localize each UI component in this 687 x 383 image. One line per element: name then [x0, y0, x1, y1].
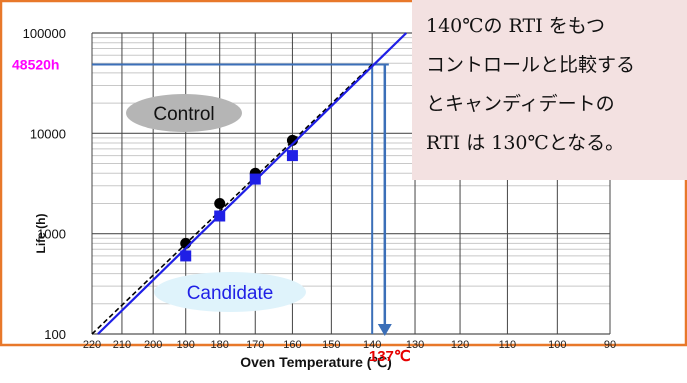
x-tick-label: 100	[548, 339, 566, 351]
y-tick-label: 100	[44, 327, 66, 342]
data-point-candidate	[286, 150, 298, 162]
reference-life-label: 48520h	[12, 57, 59, 73]
y-tick-label: 10000	[30, 126, 66, 141]
x-tick-label: 210	[113, 339, 131, 351]
control-label-bubble	[126, 94, 242, 132]
fit-line-control	[91, 63, 373, 335]
data-point-control	[286, 134, 298, 146]
data-point-candidate	[249, 173, 261, 185]
data-point-candidate	[214, 210, 226, 222]
x-tick-label: 180	[211, 339, 229, 351]
x-tick-label: 220	[83, 339, 101, 351]
data-point-candidate	[180, 250, 192, 262]
x-tick-label: 160	[283, 339, 301, 351]
y-axis-title: Life (h)	[34, 214, 48, 254]
callout-line-4: RTI は 130℃となる。	[426, 132, 625, 154]
result-arrowhead	[377, 324, 392, 336]
x-tick-label: 170	[246, 339, 264, 351]
x-tick-label: 90	[604, 339, 616, 351]
callout-line-2: コントロールと比較する	[426, 54, 636, 76]
y-tick-label: 100000	[23, 26, 66, 41]
callout-line-3: とキャンディデートの	[426, 93, 615, 115]
result-temp-label: 137℃	[369, 348, 411, 365]
x-tick-label: 140	[363, 339, 381, 351]
x-tick-label: 190	[177, 339, 195, 351]
x-tick-label: 200	[144, 339, 162, 351]
x-tick-label: 120	[451, 339, 469, 351]
x-tick-label: 150	[322, 339, 340, 351]
candidate-label-bubble	[154, 272, 306, 312]
x-axis-title: Oven Temperature (℃)	[240, 354, 392, 370]
candidate-label: Candidate	[187, 283, 274, 304]
y-tick-label: 1000	[37, 227, 66, 242]
rti-explanation-callout: 140℃の RTI をもつ コントロールと比較する とキャンディデートの RTI…	[412, 0, 687, 180]
x-tick-label: 130	[406, 339, 424, 351]
data-point-control	[214, 197, 226, 209]
x-tick-label: 110	[499, 339, 517, 351]
control-label: Control	[153, 104, 214, 125]
callout-line-1: 140℃の RTI をもつ	[426, 15, 605, 37]
